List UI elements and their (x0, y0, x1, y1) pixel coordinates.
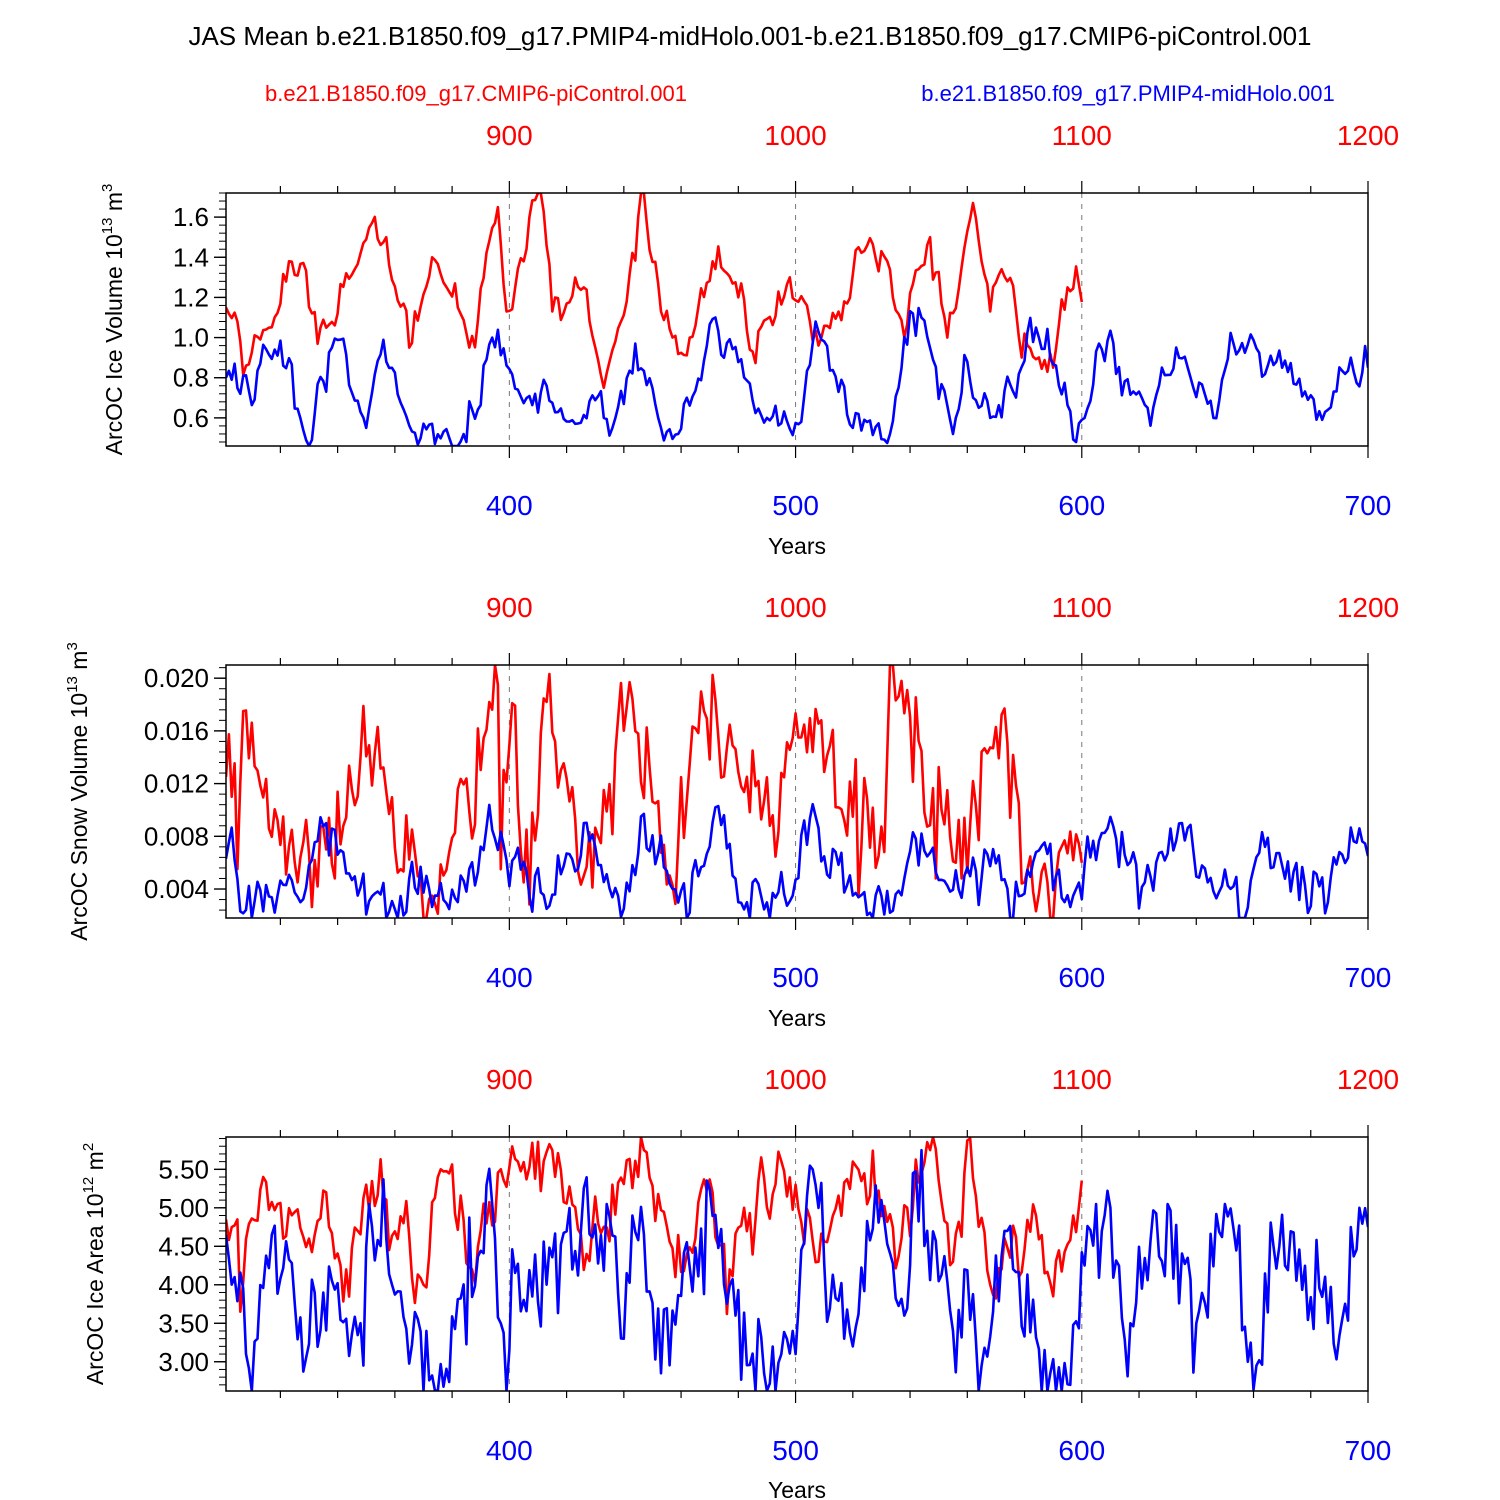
x-tick-label-red: 1100 (1052, 120, 1112, 151)
y-tick-label: 0.016 (144, 716, 209, 746)
x-tick-label-blue: 500 (772, 1435, 819, 1466)
x-tick-label-red: 1000 (764, 1064, 826, 1095)
series-line-red (226, 665, 1084, 918)
x-tick-label-red: 1000 (764, 120, 826, 151)
x-tick-label-red: 1100 (1052, 592, 1112, 623)
x-tick-label-blue: 600 (1058, 962, 1105, 993)
x-tick-label-blue: 700 (1345, 962, 1392, 993)
legend-red-label: b.e21.B1850.f09_g17.CMIP6-piControl.001 (265, 81, 687, 106)
x-tick-label-blue: 400 (486, 962, 533, 993)
y-tick-label: 5.50 (158, 1154, 209, 1184)
y-tick-label: 3.50 (158, 1308, 209, 1338)
plot-frame (225, 664, 1369, 919)
figure-title: JAS Mean b.e21.B1850.f09_g17.PMIP4-midHo… (188, 21, 1311, 51)
x-tick-label-red: 1200 (1337, 592, 1399, 623)
legend-blue-label: b.e21.B1850.f09_g17.PMIP4-midHolo.001 (921, 81, 1334, 106)
x-tick-label-red: 1000 (764, 592, 826, 623)
series-line-blue (226, 802, 1368, 918)
y-tick-label: 1.0 (173, 323, 209, 353)
series-line-blue (226, 306, 1368, 446)
y-tick-label: 1.4 (173, 242, 209, 272)
x-tick-label-blue: 700 (1345, 490, 1392, 521)
y-axis-label: ArcOC Ice Volume 1013 m3 (99, 184, 127, 456)
x-tick-label-blue: 500 (772, 962, 819, 993)
x-tick-label-blue: 600 (1058, 490, 1105, 521)
x-tick-label-red: 1200 (1337, 1064, 1399, 1095)
y-tick-label: 0.012 (144, 769, 209, 799)
y-tick-label: 0.6 (173, 403, 209, 433)
y-tick-label: 5.00 (158, 1193, 209, 1223)
plot-frame (225, 1136, 1369, 1392)
x-tick-label-red: 1200 (1337, 120, 1399, 151)
series-line-red (226, 193, 1084, 390)
x-axis-label: Years (768, 533, 826, 559)
y-tick-label: 0.8 (173, 363, 209, 393)
panel-snow-volume: 0.004 0.008 0.012 0.016 0.020 400 900 500 1000 60… (64, 592, 1399, 1031)
x-tick-label-red: 900 (486, 592, 533, 623)
y-tick-label: 1.2 (173, 282, 209, 312)
x-axis-label: Years (768, 1005, 826, 1031)
x-tick-label-red: 900 (486, 120, 533, 151)
y-tick-label: 4.00 (158, 1270, 209, 1300)
y-axis-label: ArcOC Ice Area 1012 m2 (80, 1143, 108, 1385)
y-axis-label: ArcOC Snow Volume 1013 m3 (64, 642, 92, 941)
x-tick-label-red: 1100 (1052, 1064, 1112, 1095)
series-line-blue (226, 1148, 1368, 1391)
y-tick-label: 1.6 (173, 202, 209, 232)
x-axis-label: Years (768, 1477, 826, 1500)
y-tick-label: 0.004 (144, 874, 209, 904)
y-tick-label: 0.020 (144, 663, 209, 693)
y-tick-label: 0.008 (144, 821, 209, 851)
series-line-red (226, 1137, 1084, 1316)
x-tick-label-blue: 400 (486, 1435, 533, 1466)
panel-ice-volume: 0.6 0.8 1.0 1.2 1.4 1.6 400 900 500 1000 600 1100 70… (99, 120, 1399, 559)
panel-ice-area: 3.00 3.50 4.00 4.50 5.00 5.50 400 900 500 1000 600… (80, 1064, 1399, 1500)
x-tick-label-blue: 500 (772, 490, 819, 521)
x-tick-label-blue: 600 (1058, 1435, 1105, 1466)
plot-frame (225, 192, 1369, 447)
x-tick-label-blue: 400 (486, 490, 533, 521)
y-tick-label: 4.50 (158, 1231, 209, 1261)
x-tick-label-red: 900 (486, 1064, 533, 1095)
x-tick-label-blue: 700 (1345, 1435, 1392, 1466)
y-tick-label: 3.00 (158, 1347, 209, 1377)
